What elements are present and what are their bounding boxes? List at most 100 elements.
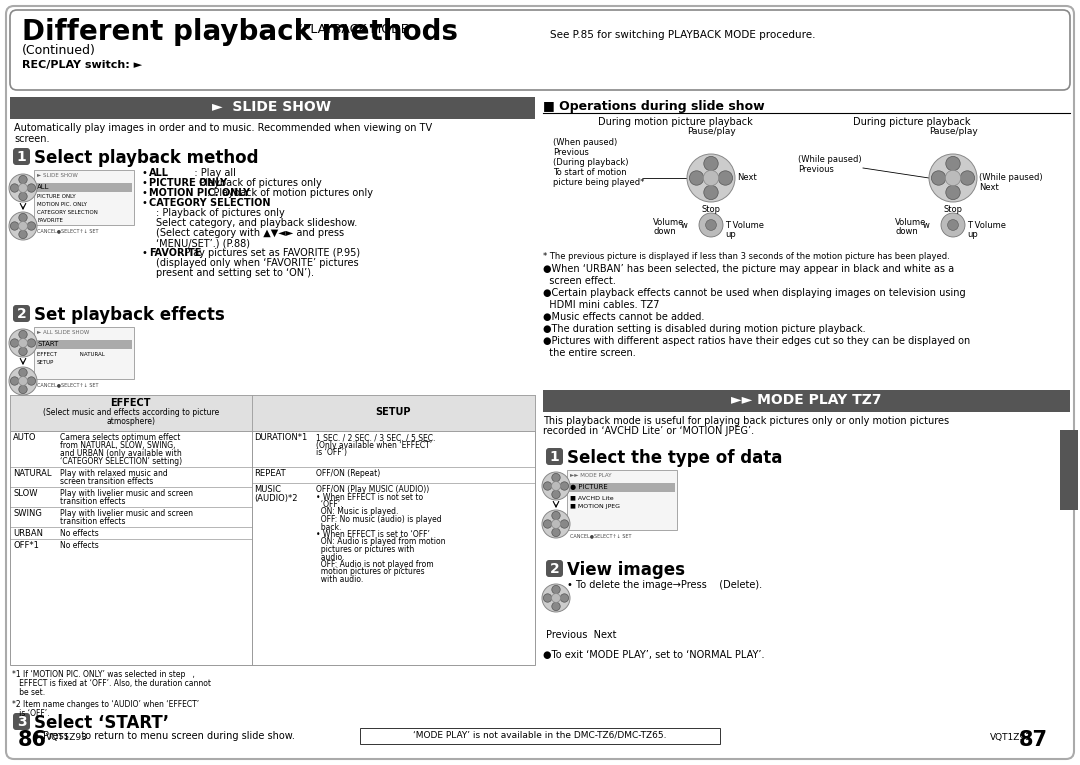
Circle shape: [687, 154, 735, 202]
Text: PICTURE ONLY: PICTURE ONLY: [37, 194, 76, 199]
Text: ‘PLAYBACK MODE’: ‘PLAYBACK MODE’: [295, 23, 413, 36]
Circle shape: [27, 377, 36, 386]
Text: (AUDIO)*2: (AUDIO)*2: [255, 494, 298, 503]
Text: AUTO: AUTO: [13, 433, 37, 442]
Circle shape: [561, 519, 568, 528]
Text: ●The duration setting is disabled during motion picture playback.: ●The duration setting is disabled during…: [543, 324, 866, 334]
Text: •: •: [141, 198, 151, 208]
Circle shape: [699, 213, 723, 237]
Text: DURATION*1: DURATION*1: [255, 433, 308, 442]
Text: NATURAL: NATURAL: [13, 469, 52, 478]
Text: ● PICTURE: ● PICTURE: [570, 484, 608, 490]
Circle shape: [11, 377, 18, 386]
Text: : Playback of motion pictures only: : Playback of motion pictures only: [207, 188, 374, 198]
Circle shape: [18, 347, 27, 356]
Circle shape: [18, 369, 27, 377]
Text: EFFECT             NATURAL: EFFECT NATURAL: [37, 352, 105, 357]
Text: is ‘OFF’.: is ‘OFF’.: [12, 709, 50, 718]
Circle shape: [18, 222, 27, 230]
Text: REC/PLAY switch: ►: REC/PLAY switch: ►: [22, 60, 143, 70]
Circle shape: [718, 171, 732, 185]
Text: : Playback of pictures only: : Playback of pictures only: [192, 178, 322, 188]
Circle shape: [704, 156, 718, 171]
Text: Set playback effects: Set playback effects: [33, 306, 225, 324]
Circle shape: [561, 594, 568, 602]
Circle shape: [9, 174, 37, 202]
Text: (When paused): (When paused): [553, 138, 618, 147]
Circle shape: [543, 482, 552, 490]
Text: ■ MOTION JPEG: ■ MOTION JPEG: [570, 504, 620, 509]
Circle shape: [543, 594, 552, 602]
Bar: [543, 390, 1070, 412]
Circle shape: [11, 339, 18, 347]
Text: 1 SEC. / 2 SEC. / 3 SEC. / 5 SEC.: 1 SEC. / 2 SEC. / 3 SEC. / 5 SEC.: [316, 433, 436, 442]
Text: screen.: screen.: [14, 134, 50, 144]
Text: No effects: No effects: [60, 529, 98, 538]
Text: This playback mode is useful for playing back pictures only or only motion pictu: This playback mode is useful for playing…: [543, 416, 949, 426]
Text: atmosphere): atmosphere): [106, 417, 156, 426]
Text: CATEGORY SELECTION: CATEGORY SELECTION: [37, 210, 98, 215]
Text: • When EFFECT is not set to: • When EFFECT is not set to: [316, 493, 423, 502]
Text: REPEAT: REPEAT: [255, 469, 286, 478]
Text: (Select music and effects according to picture: (Select music and effects according to p…: [42, 408, 219, 417]
Text: (During playback): (During playback): [553, 158, 629, 167]
Text: • Press    to return to menu screen during slide show.: • Press to return to menu screen during …: [33, 731, 295, 741]
Text: Play with relaxed music and: Play with relaxed music and: [60, 469, 167, 478]
Text: ‘OFF’.: ‘OFF’.: [316, 500, 343, 509]
Text: OFF: Audio is not played from: OFF: Audio is not played from: [316, 560, 434, 569]
Text: recorded in ‘AVCHD Lite’ or ‘MOTION JPEG’.: recorded in ‘AVCHD Lite’ or ‘MOTION JPEG…: [543, 426, 754, 436]
Text: * The previous picture is displayed if less than 3 seconds of the motion picture: * The previous picture is displayed if l…: [543, 252, 949, 261]
Circle shape: [705, 220, 716, 230]
Circle shape: [27, 184, 36, 192]
Circle shape: [946, 156, 960, 171]
Text: Select the type of data: Select the type of data: [567, 449, 782, 467]
Text: ►► MODE PLAY TZ7: ►► MODE PLAY TZ7: [731, 393, 881, 407]
Circle shape: [552, 511, 561, 519]
Bar: [569, 483, 675, 492]
Text: Previous: Previous: [798, 165, 834, 174]
FancyBboxPatch shape: [546, 560, 563, 577]
Text: EFFECT is fixed at ‘OFF’. Also, the duration cannot: EFFECT is fixed at ‘OFF’. Also, the dura…: [12, 679, 211, 688]
Bar: [567, 470, 677, 530]
Text: ■ AVCHD Lite: ■ AVCHD Lite: [570, 495, 613, 500]
Text: CATEGORY SELECTION: CATEGORY SELECTION: [149, 198, 270, 208]
Text: During picture playback: During picture playback: [853, 117, 971, 127]
Text: with audio.: with audio.: [316, 575, 364, 584]
Text: (While paused): (While paused): [798, 155, 862, 164]
Circle shape: [11, 184, 18, 192]
Text: be set.: be set.: [12, 688, 45, 697]
Text: • To delete the image→Press    (Delete).: • To delete the image→Press (Delete).: [567, 580, 762, 590]
Text: Next: Next: [978, 183, 999, 192]
Text: Previous  Next: Previous Next: [546, 630, 617, 640]
Text: ●Music effects cannot be added.: ●Music effects cannot be added.: [543, 312, 704, 322]
Bar: [360, 728, 720, 744]
Text: SETUP: SETUP: [37, 360, 54, 365]
Text: CANCEL●SELECT↑↓ SET: CANCEL●SELECT↑↓ SET: [37, 228, 98, 233]
Circle shape: [11, 222, 18, 230]
FancyBboxPatch shape: [10, 10, 1070, 90]
Bar: [252, 395, 535, 431]
Text: transition effects: transition effects: [60, 517, 125, 526]
Text: ●When ‘URBAN’ has been selected, the picture may appear in black and white as a: ●When ‘URBAN’ has been selected, the pic…: [543, 264, 954, 274]
Text: ●Pictures with different aspect ratios have their edges cut so they can be displ: ●Pictures with different aspect ratios h…: [543, 336, 970, 346]
Text: 1: 1: [550, 450, 559, 464]
Text: 86: 86: [18, 730, 48, 750]
Text: Pause/play: Pause/play: [929, 127, 977, 136]
Text: Play with livelier music and screen: Play with livelier music and screen: [60, 489, 193, 498]
Text: : Play pictures set as FAVORITE (P.95): : Play pictures set as FAVORITE (P.95): [178, 248, 361, 258]
Bar: [10, 395, 252, 431]
Text: 87: 87: [1020, 730, 1048, 750]
Text: Select category, and playback slideshow.: Select category, and playback slideshow.: [156, 218, 357, 228]
Circle shape: [18, 330, 27, 339]
FancyBboxPatch shape: [13, 713, 30, 730]
Circle shape: [9, 367, 37, 395]
Text: SLOW: SLOW: [13, 489, 38, 498]
Circle shape: [561, 482, 568, 490]
Circle shape: [704, 185, 718, 200]
Bar: [1059, 430, 1078, 510]
Bar: [33, 327, 134, 379]
Circle shape: [703, 171, 718, 186]
Text: transition effects: transition effects: [60, 497, 125, 506]
Circle shape: [945, 171, 961, 186]
Text: (Continued): (Continued): [22, 44, 96, 57]
